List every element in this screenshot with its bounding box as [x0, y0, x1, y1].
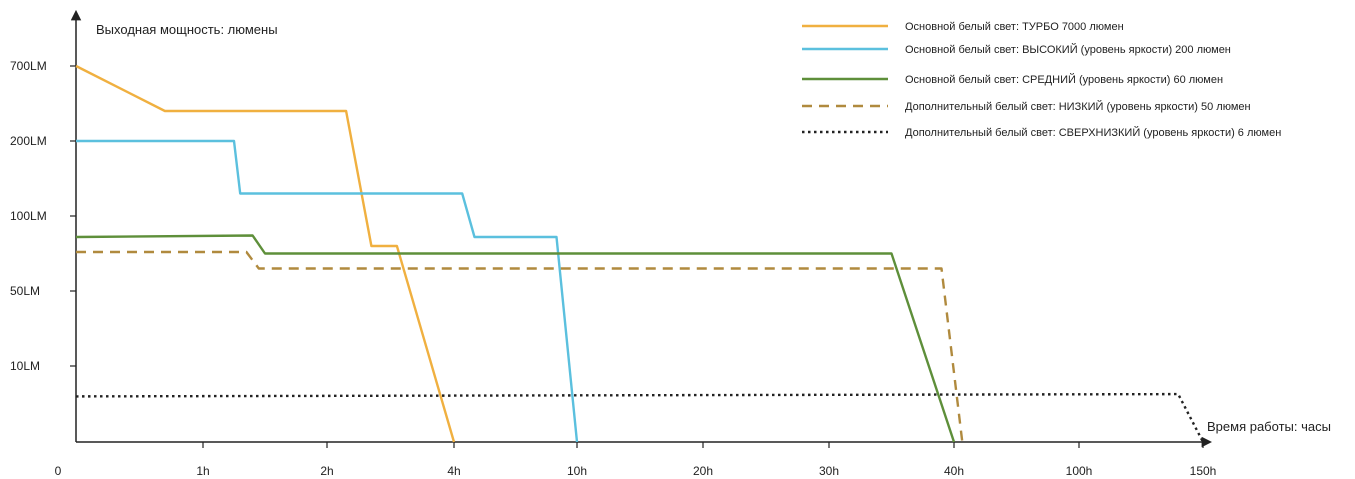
x-tick-label: 30h	[819, 464, 839, 478]
y-tick-label: 50LM	[10, 284, 40, 298]
x-axis-title: Время работы: часы	[1207, 419, 1331, 434]
legend-label-1: Основной белый свет: ТУРБО 7000 люмен	[905, 21, 1124, 33]
legend-label-4: Дополнительный белый свет: НИЗКИЙ (урове…	[905, 100, 1251, 113]
series-line-2	[76, 139, 579, 443]
series-line-5	[75, 392, 1205, 443]
x-tick-label: 150h	[1190, 464, 1217, 478]
series-line-3	[75, 234, 956, 443]
x-tick-label: 4h	[447, 464, 460, 478]
x-ticks: 0 1h 2h 4h 10h 20h 30h 40h 100h 150h	[55, 442, 1217, 478]
series-line-4	[76, 250, 964, 443]
x-tick-label: 100h	[1066, 464, 1093, 478]
y-ticks: 700LM 200LM 100LM 50LM 10LM	[10, 59, 76, 373]
y-tick-label: 10LM	[10, 359, 40, 373]
x-tick-label: 40h	[944, 464, 964, 478]
y-tick-label: 100LM	[10, 209, 47, 223]
legend: Основной белый свет: ТУРБО 7000 люмен Осн…	[802, 21, 1281, 139]
y-tick-label: 700LM	[10, 59, 47, 73]
axes	[70, 9, 1213, 448]
x-tick-label: 20h	[693, 464, 713, 478]
x-tick-label: 2h	[320, 464, 333, 478]
y-axis-title: Выходная мощность: люмены	[96, 22, 278, 37]
x-tick-label: 0	[55, 464, 62, 478]
legend-label-3: Основной белый свет: СРЕДНИЙ (уровень яр…	[905, 73, 1223, 86]
x-tick-label: 10h	[567, 464, 587, 478]
legend-label-5: Дополнительный белый свет: СВЕРХНИЗКИЙ (…	[905, 126, 1281, 139]
series-layer	[75, 64, 1205, 443]
series-line-1	[75, 64, 456, 443]
legend-label-2: Основной белый свет: ВЫСОКИЙ (уровень яр…	[905, 43, 1231, 56]
y-tick-label: 200LM	[10, 134, 47, 148]
x-tick-label: 1h	[196, 464, 209, 478]
